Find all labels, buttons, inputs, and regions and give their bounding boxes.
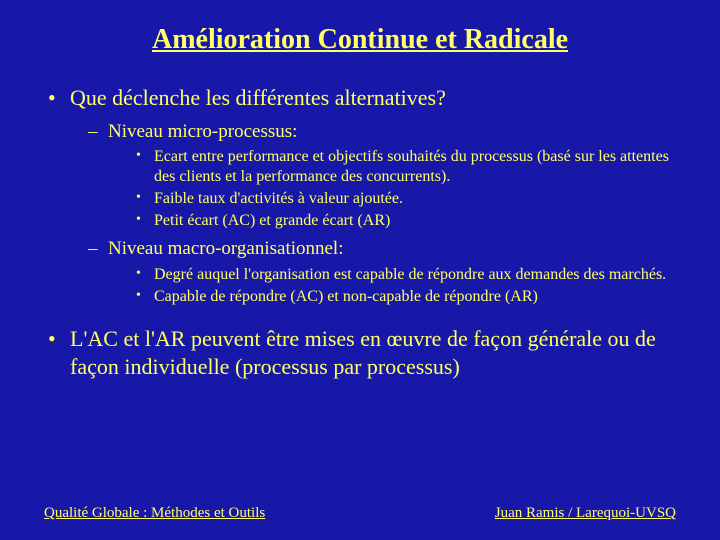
bullet-item: Niveau macro-organisationnel: Degré auqu… bbox=[88, 237, 676, 307]
slide-footer: Qualité Globale : Méthodes et Outils Jua… bbox=[44, 505, 676, 522]
bullet-item: Faible taux d'activités à valeur ajoutée… bbox=[136, 189, 676, 209]
bullet-list-level3: Ecart entre performance et objectifs sou… bbox=[108, 147, 676, 231]
bullet-text: Que déclenche les différentes alternativ… bbox=[70, 85, 446, 110]
bullet-text: Niveau micro-processus: bbox=[108, 121, 297, 142]
bullet-item: Niveau micro-processus: Ecart entre perf… bbox=[88, 120, 676, 232]
footer-left: Qualité Globale : Méthodes et Outils bbox=[44, 505, 265, 522]
slide-title: Amélioration Continue et Radicale bbox=[44, 24, 676, 56]
bullet-list-level2: Niveau micro-processus: Ecart entre perf… bbox=[70, 120, 676, 308]
bullet-list-level3: Degré auquel l'organisation est capable … bbox=[108, 265, 676, 307]
footer-right: Juan Ramis / Larequoi-UVSQ bbox=[495, 505, 676, 522]
bullet-item: Degré auquel l'organisation est capable … bbox=[136, 265, 676, 285]
bullet-list-level1: Que déclenche les différentes alternativ… bbox=[44, 84, 676, 380]
bullet-text: Niveau macro-organisationnel: bbox=[108, 238, 344, 259]
bullet-item: L'AC et l'AR peuvent être mises en œuvre… bbox=[44, 325, 676, 380]
bullet-item: Ecart entre performance et objectifs sou… bbox=[136, 147, 676, 187]
bullet-item: Petit écart (AC) et grande écart (AR) bbox=[136, 211, 676, 231]
slide-container: Amélioration Continue et Radicale Que dé… bbox=[0, 0, 720, 380]
bullet-item: Capable de répondre (AC) et non-capable … bbox=[136, 287, 676, 307]
bullet-item: Que déclenche les différentes alternativ… bbox=[44, 84, 676, 307]
